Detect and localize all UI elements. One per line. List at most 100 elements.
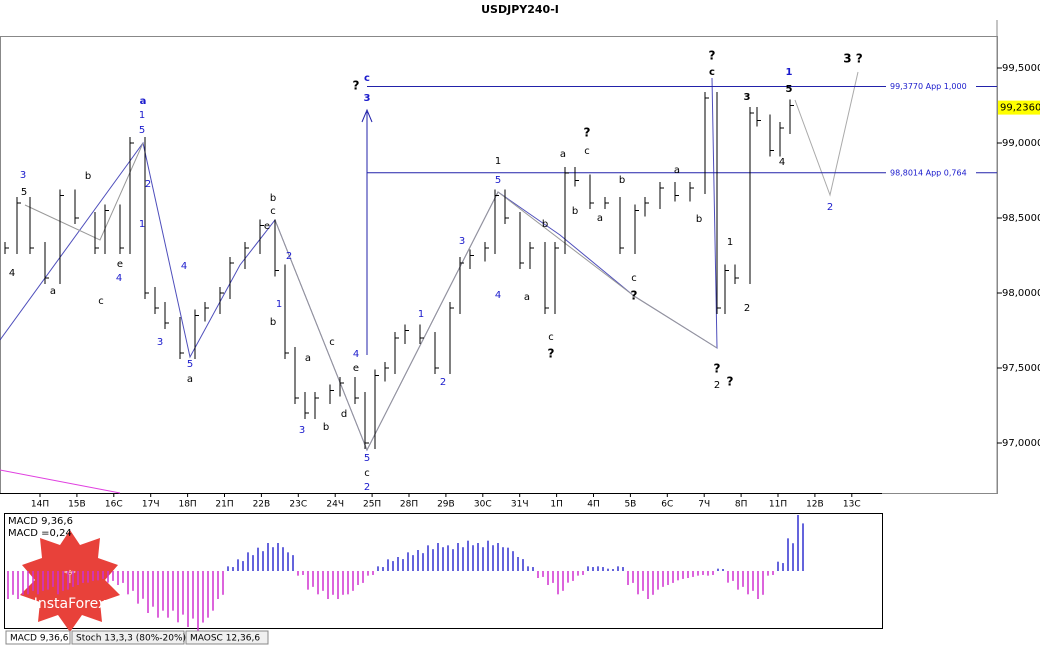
wave-label: d	[341, 409, 347, 420]
wave-label: c	[709, 67, 715, 78]
tab-label: MACD 9,36,6	[10, 634, 69, 644]
wave-label: 2	[145, 179, 151, 190]
x-tick-label: 12В	[806, 500, 824, 510]
wave-label: c	[364, 468, 370, 479]
wave-label: b	[619, 175, 625, 186]
logo-badge	[20, 530, 120, 632]
x-tick-label: 11П	[769, 500, 787, 510]
wave-lines	[0, 71, 859, 494]
macd-trend	[0, 469, 121, 494]
gray-line	[366, 191, 718, 451]
level-label: 99,3770 App 1,000	[890, 82, 967, 91]
wave-label: c	[631, 273, 637, 284]
wave-label: a	[560, 149, 566, 160]
wave-label: 1	[786, 67, 793, 78]
wave-label: 2	[440, 377, 446, 388]
y-tick-label: 97,0000	[1002, 438, 1040, 449]
wave-label: a	[597, 213, 603, 224]
wave-label: a	[140, 96, 147, 107]
wave-label: c	[364, 73, 370, 84]
wave-label: 3	[744, 92, 751, 103]
wave-label: 3	[20, 170, 26, 181]
wave-label: 2	[744, 303, 750, 314]
wave-label: b	[270, 193, 276, 204]
forecast-line	[794, 71, 859, 197]
x-tick-label: 5В	[624, 500, 636, 510]
wave-label: 4	[181, 261, 187, 272]
y-tick-label: 97,5000	[1002, 363, 1040, 374]
x-tick-label: 7Ч	[698, 500, 710, 510]
y-tick-label: 99,0000	[1002, 138, 1040, 149]
tab-label: Stoch 13,3,3 (80%-20%)	[76, 634, 186, 644]
wave-label: c	[584, 146, 590, 157]
wave-label: 4	[116, 273, 122, 284]
wave-label: a	[524, 292, 530, 303]
gray-line	[274, 219, 368, 451]
wave-label: 4	[495, 290, 501, 301]
x-tick-label: 25П	[363, 500, 381, 510]
arrow-head	[361, 108, 373, 123]
x-tick-label: 1П	[550, 500, 563, 510]
wave-label: 5	[786, 84, 793, 95]
wave-label: 4	[779, 157, 785, 168]
wave-label: 1	[418, 309, 424, 320]
wave-label: 1	[495, 156, 501, 167]
wave-label: b	[85, 171, 91, 182]
wave-label: a	[674, 165, 680, 176]
wave-label: b	[696, 214, 702, 225]
x-tick-label: 24Ч	[326, 500, 344, 510]
wave-label: 3	[299, 425, 305, 436]
tab	[5, 630, 71, 645]
x-tick-label: 17Ч	[142, 500, 160, 510]
y-tick-label: 98,5000	[1002, 213, 1040, 224]
wave-label: ?	[353, 79, 360, 93]
tab	[185, 630, 269, 645]
wave-label: b	[572, 206, 578, 217]
wave-label: ?	[548, 347, 555, 361]
wave-label: 2	[286, 251, 292, 262]
x-tick-label: 13С	[843, 500, 861, 510]
x-tick-label: 18П	[178, 500, 196, 510]
wave-label: b	[542, 219, 548, 230]
current-price-label: 99,2360	[1000, 103, 1040, 114]
x-tick-label: 8П	[735, 500, 748, 510]
x-tick-label: 4П	[587, 500, 600, 510]
x-tick-label: 29В	[437, 500, 455, 510]
wave-label: 5	[364, 453, 370, 464]
macd-label: MACD 9,36,6	[8, 516, 73, 527]
wave-label: e	[264, 221, 270, 232]
current-price-box	[998, 100, 1040, 115]
wave-label: 1	[139, 110, 145, 121]
wave-label: ?	[584, 126, 591, 140]
gray-line	[24, 142, 144, 241]
macd-value: MACD =0,24	[8, 528, 72, 539]
logo-text: InstaForex	[34, 596, 107, 612]
tab-label: MAOSC 12,36,6	[190, 634, 260, 644]
y-tick-label: 98,0000	[1002, 288, 1040, 299]
wave-label: ?	[631, 289, 638, 303]
wave-label: 5	[495, 175, 501, 186]
x-tick-label: 30С	[474, 500, 492, 510]
wave-label: 3	[459, 236, 465, 247]
wave-label: c	[548, 332, 554, 343]
y-tick-label: 99,5000	[1002, 63, 1040, 74]
wave-label: c	[329, 337, 335, 348]
wave-label: 2	[827, 202, 833, 213]
x-tick-label: 16С	[105, 500, 123, 510]
wave-label: c	[270, 206, 276, 217]
wave-label: 1	[276, 299, 282, 310]
wave-label: 5	[21, 187, 27, 198]
wave-label: ?	[727, 375, 734, 389]
macd-frame	[4, 513, 883, 629]
level-label: 98,8014 App 0,764	[890, 168, 967, 177]
wave-label: 3 ?	[843, 52, 863, 66]
wave-label: e	[117, 259, 123, 270]
wave-label: a	[50, 286, 56, 297]
wave-label: 3	[157, 337, 163, 348]
level-label-bg	[886, 80, 976, 93]
wave-label: 4	[9, 268, 15, 279]
wave-label: ?	[709, 49, 716, 63]
level-label-bg	[886, 166, 976, 179]
